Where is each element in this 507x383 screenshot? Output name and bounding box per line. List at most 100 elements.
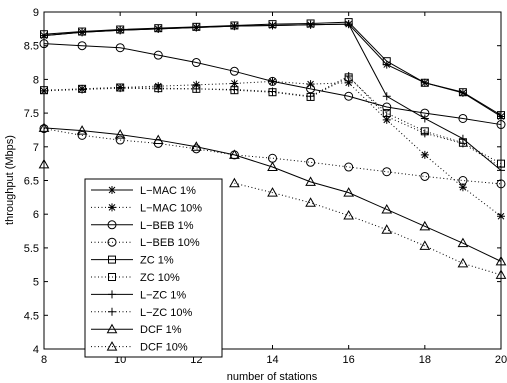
data-point — [192, 23, 201, 32]
legend-label: L−ZC 10% — [140, 307, 192, 319]
data-point — [457, 237, 469, 248]
legend-label: DCF 1% — [140, 324, 182, 336]
data-point — [382, 92, 391, 101]
legend: L−MAC 1% L−MAC 10% L−BEB 1% L−BEB 10% ZC 1% Z… — [84, 178, 223, 358]
data-point — [154, 84, 163, 93]
data-point — [381, 203, 393, 214]
data-point — [229, 177, 240, 188]
legend-marker — [106, 341, 118, 351]
data-point — [420, 78, 429, 87]
data-point — [78, 28, 87, 37]
data-point — [78, 85, 87, 94]
data-point — [420, 129, 429, 138]
data-point — [382, 167, 392, 177]
data-point — [229, 149, 240, 159]
data-point — [458, 88, 467, 97]
data-point — [77, 41, 87, 51]
legend-entry: ZC 1% — [91, 255, 174, 267]
legend-label: L−ZC 1% — [140, 289, 186, 301]
legend-marker — [108, 307, 116, 316]
data-point — [116, 84, 125, 93]
data-point — [344, 162, 354, 172]
y-tick-label: 7.5 — [24, 108, 39, 120]
data-point — [230, 85, 239, 94]
data-point — [115, 135, 125, 145]
data-point — [382, 57, 391, 66]
legend-label: L−MAC 10% — [140, 202, 202, 214]
data-point — [267, 161, 278, 172]
x-tick-label: 14 — [266, 354, 278, 366]
series-line — [43, 127, 502, 262]
x-tick-label: 18 — [419, 354, 431, 366]
data-point — [268, 76, 277, 86]
legend-entry: L−ZC 10% — [91, 307, 192, 319]
data-point — [420, 171, 430, 181]
x-axis-label: number of stations — [227, 371, 318, 383]
legend-label: L−BEB 10% — [140, 237, 200, 249]
data-point — [154, 24, 163, 33]
legend-entry: L−BEB 10% — [91, 237, 200, 249]
data-point — [382, 102, 392, 112]
y-tick-label: 4 — [33, 344, 39, 356]
data-point — [344, 72, 353, 81]
series-7 — [40, 72, 505, 172]
data-point — [420, 150, 429, 159]
legend-entry: L−BEB 1% — [91, 220, 194, 232]
series-layer — [38, 18, 507, 279]
legend-marker — [108, 290, 116, 299]
y-tick-label: 7 — [33, 142, 39, 154]
data-point — [114, 129, 126, 139]
legend-entry: DCF 10% — [91, 341, 188, 354]
data-point — [382, 112, 391, 121]
legend-entry: DCF 1% — [91, 323, 182, 336]
data-point — [192, 80, 201, 89]
y-tick-label: 9 — [33, 7, 39, 19]
series-line — [43, 43, 502, 126]
data-point — [419, 240, 431, 250]
legend-label: L−MAC 1% — [140, 185, 196, 197]
data-point — [76, 125, 88, 135]
legend-label: ZC 10% — [140, 272, 180, 284]
data-point — [305, 197, 316, 207]
x-tick-label: 8 — [41, 354, 47, 366]
y-tick-label: 6 — [33, 209, 39, 221]
data-point — [268, 21, 277, 30]
y-axis-label: throughput (Mbps) — [4, 135, 16, 225]
data-point — [458, 139, 467, 148]
y-tick-label: 5 — [33, 277, 39, 289]
legend-label: DCF 10% — [140, 342, 188, 354]
legend-marker — [106, 323, 118, 334]
legend-marker — [108, 203, 116, 212]
legend-marker — [108, 186, 116, 194]
data-point — [152, 134, 164, 145]
data-point — [381, 224, 393, 234]
legend-entry: L−MAC 1% — [91, 185, 196, 197]
data-point — [344, 78, 353, 87]
data-point — [458, 113, 468, 123]
x-tick-label: 20 — [495, 354, 507, 366]
legend-label: ZC 1% — [140, 255, 174, 267]
legend-marker — [108, 273, 116, 281]
data-point — [306, 157, 316, 167]
data-point — [192, 84, 201, 93]
data-point — [230, 22, 239, 31]
y-tick-label: 6.5 — [24, 176, 39, 188]
data-point — [306, 20, 315, 29]
legend-box — [84, 178, 223, 358]
y-tick-label: 4.5 — [24, 310, 39, 322]
data-point — [77, 130, 87, 140]
legend-entry: ZC 10% — [91, 272, 180, 284]
legend-entry: L−ZC 1% — [91, 289, 186, 301]
data-point — [116, 26, 125, 35]
data-point — [457, 257, 469, 268]
data-point — [153, 50, 163, 60]
data-point — [344, 20, 353, 29]
series-line — [234, 182, 502, 276]
data-point — [458, 176, 468, 185]
data-point — [343, 210, 355, 220]
data-point — [305, 176, 316, 186]
data-point — [230, 79, 239, 88]
